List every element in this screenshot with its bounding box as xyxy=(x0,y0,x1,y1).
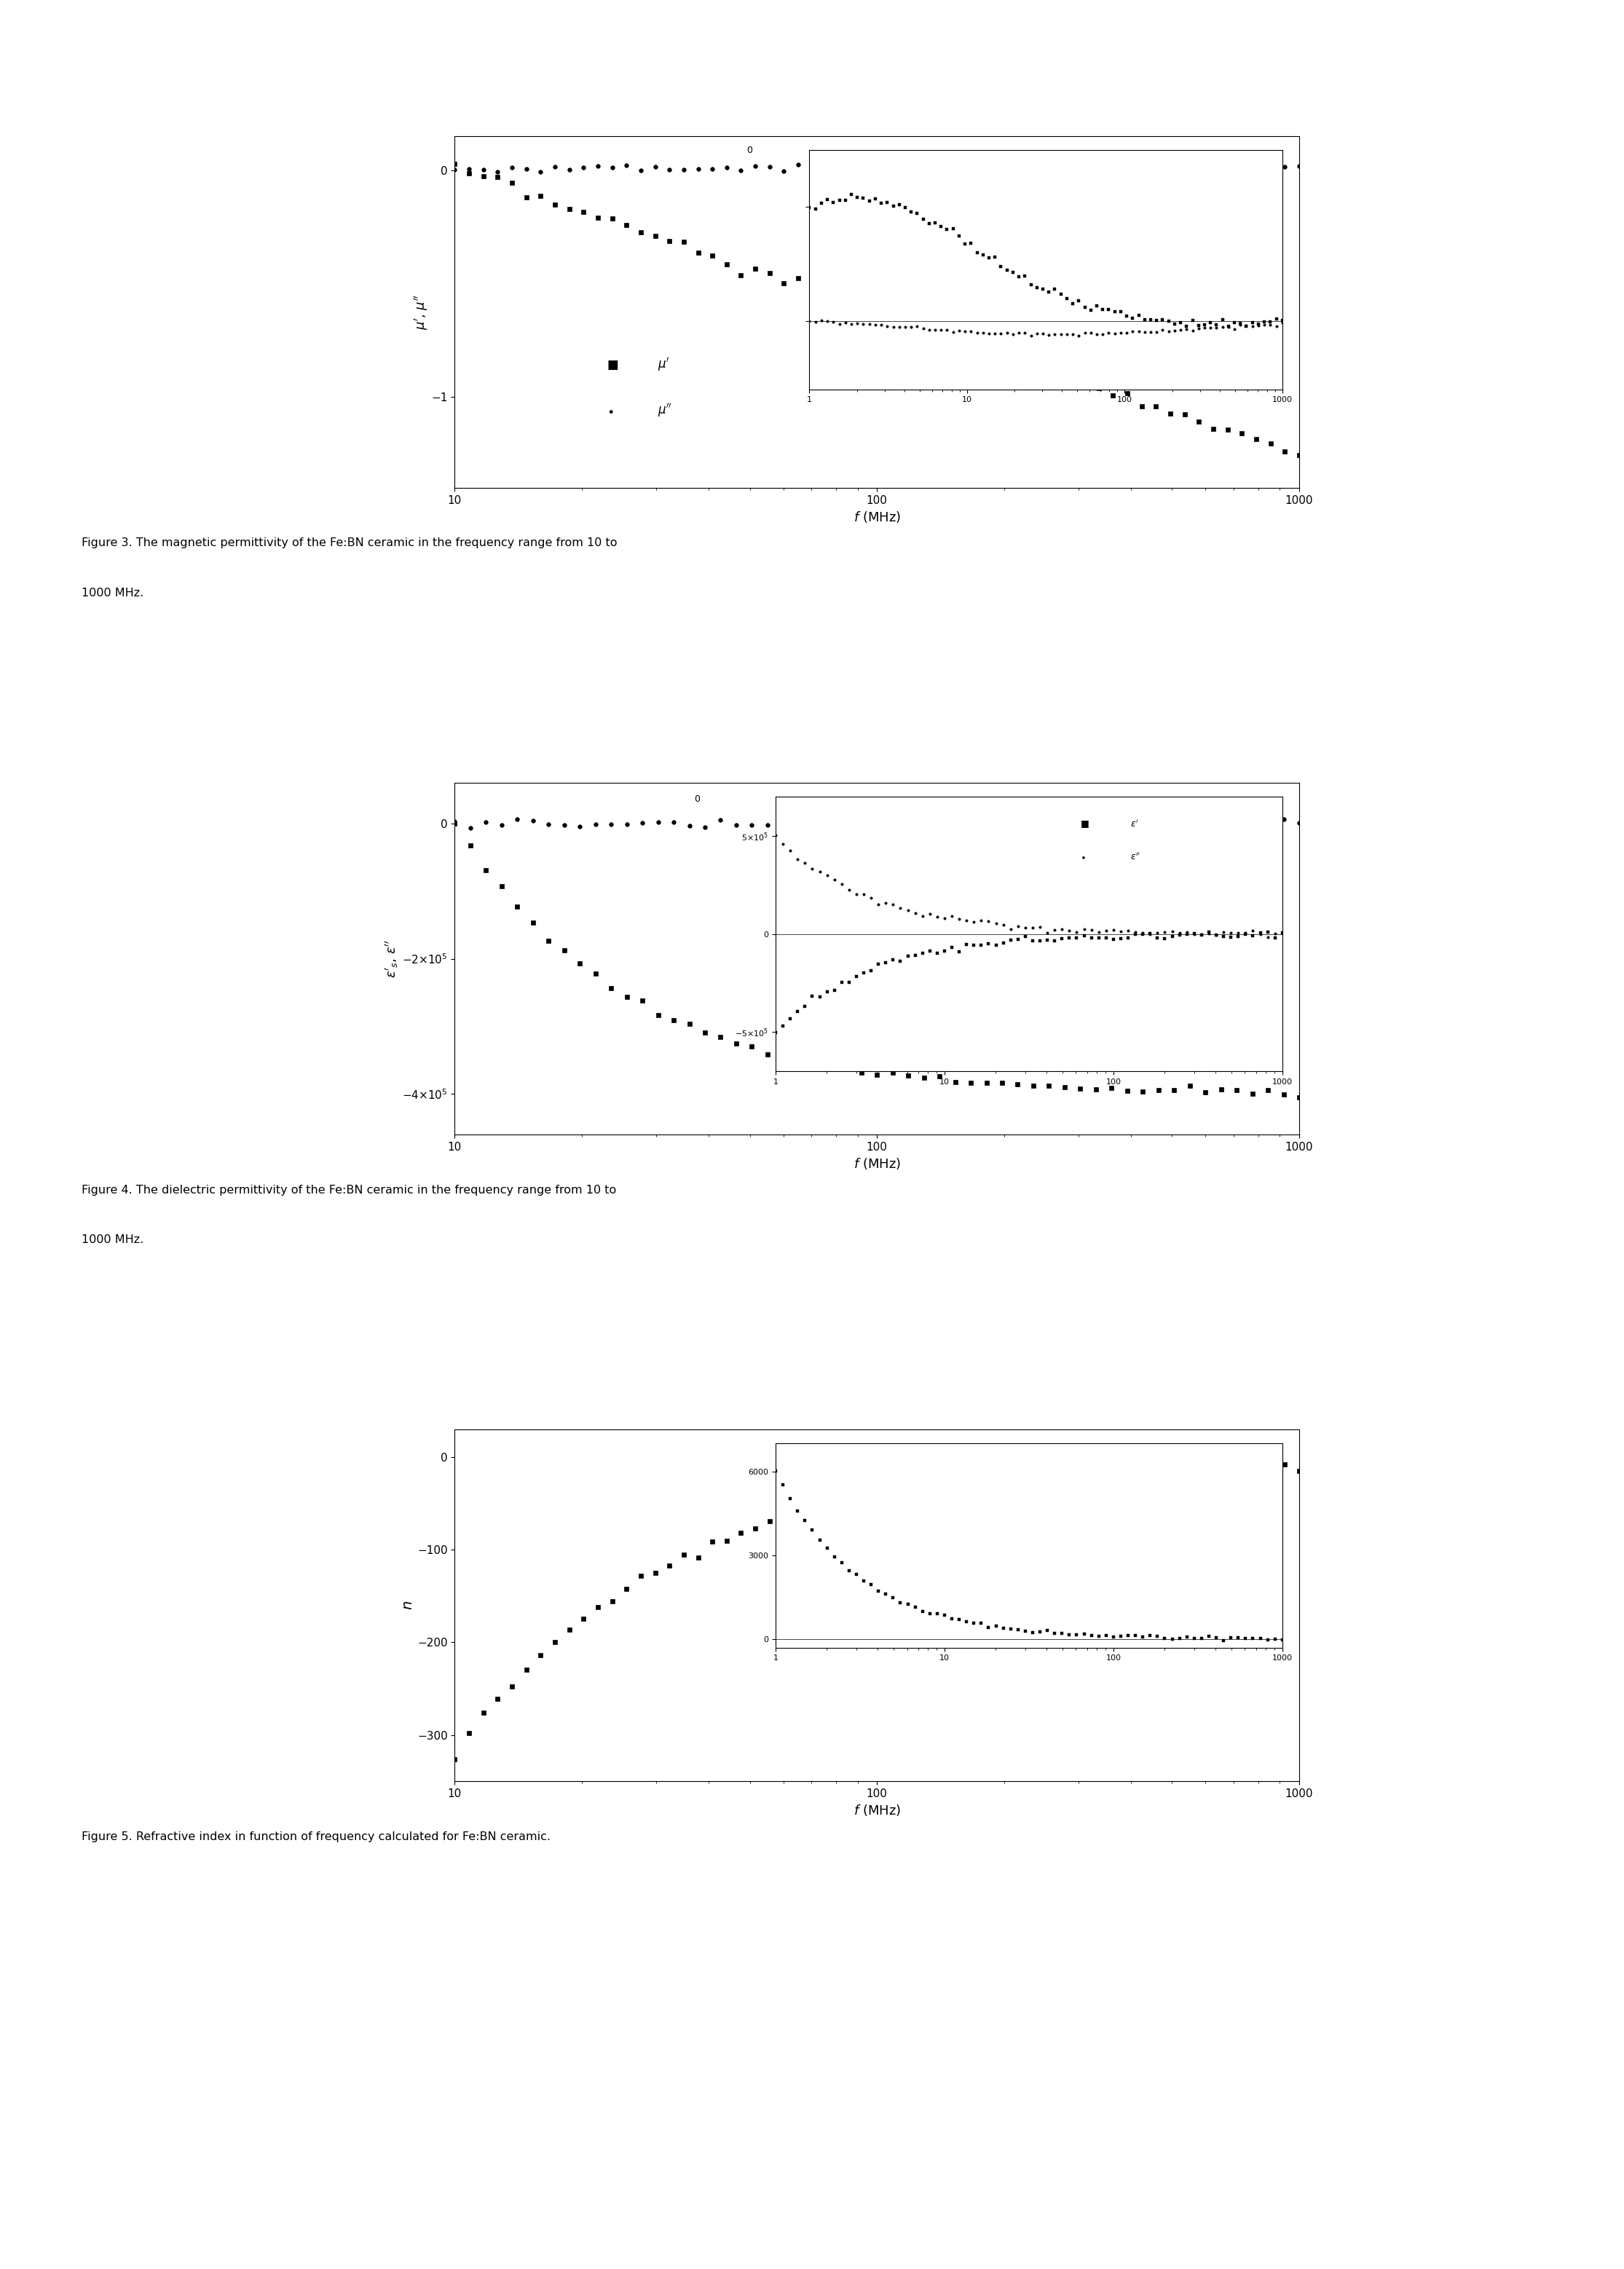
Text: $\bullet$: $\bullet$ xyxy=(607,404,614,417)
Y-axis label: $\mu'$, $\mu''$: $\mu'$, $\mu''$ xyxy=(412,295,429,329)
Text: $\mu'$: $\mu'$ xyxy=(658,356,669,372)
Text: 1000 MHz.: 1000 MHz. xyxy=(81,588,143,599)
Text: 1000 MHz.: 1000 MHz. xyxy=(81,1234,143,1246)
Y-axis label: $\varepsilon'_s$, $\varepsilon''$: $\varepsilon'_s$, $\varepsilon''$ xyxy=(383,939,400,978)
X-axis label: $f$ (MHz): $f$ (MHz) xyxy=(853,511,901,524)
X-axis label: $f$ (MHz): $f$ (MHz) xyxy=(853,1804,901,1817)
Text: Figure 4. The dielectric permittivity of the Fe:BN ceramic in the frequency rang: Figure 4. The dielectric permittivity of… xyxy=(81,1184,615,1196)
Text: Figure 5. Refractive index in function of frequency calculated for Fe:BN ceramic: Figure 5. Refractive index in function o… xyxy=(81,1831,551,1842)
Text: Figure 3. The magnetic permittivity of the Fe:BN ceramic in the frequency range : Figure 3. The magnetic permittivity of t… xyxy=(81,538,617,549)
Text: $\mu''$: $\mu''$ xyxy=(658,402,672,420)
Y-axis label: $n$: $n$ xyxy=(401,1600,416,1611)
Text: $\blacksquare$: $\blacksquare$ xyxy=(607,359,619,372)
X-axis label: $f$ (MHz): $f$ (MHz) xyxy=(853,1157,901,1171)
